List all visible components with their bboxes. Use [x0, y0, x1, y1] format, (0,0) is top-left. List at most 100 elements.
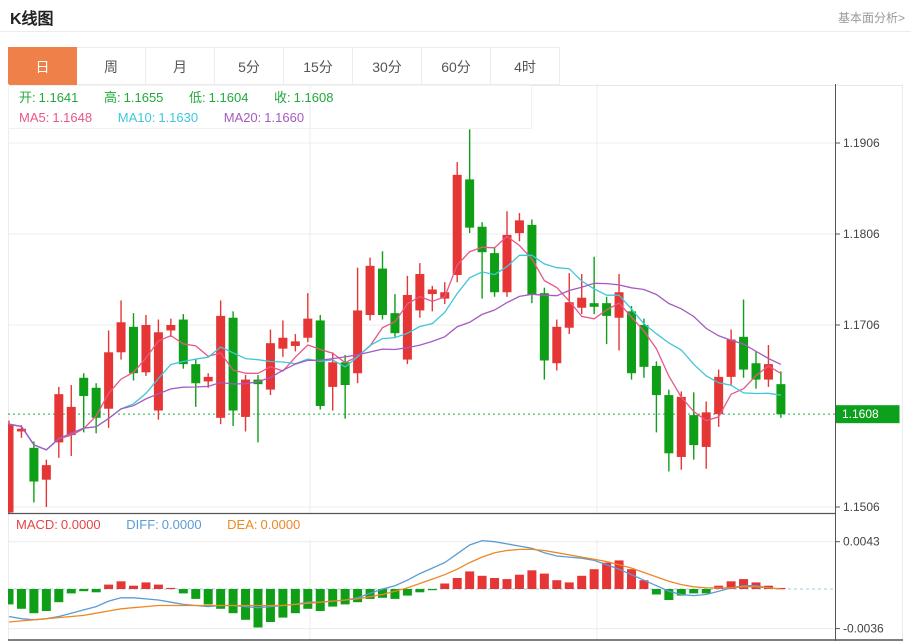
candle-body: [290, 341, 300, 346]
candle-body: [8, 424, 14, 513]
macd-bar: [676, 589, 686, 596]
open-label: 开:: [19, 90, 36, 105]
candle-body: [315, 320, 325, 406]
price-tick-label: 1.1506: [843, 500, 880, 514]
macd-bar: [66, 589, 76, 594]
candle-body: [129, 326, 138, 374]
macd-bar: [278, 589, 288, 618]
macd-bar: [477, 575, 487, 589]
last-price-badge: [835, 405, 900, 424]
macd-bar: [726, 581, 736, 589]
ma20-line: [8, 282, 782, 451]
candle-body: [390, 313, 400, 334]
macd-bar: [153, 584, 163, 589]
candle-body: [701, 412, 711, 447]
macd-bar: [664, 589, 674, 600]
macd-bar: [402, 589, 412, 596]
macd-bar: [328, 589, 338, 607]
page-title: K线图: [10, 11, 54, 28]
candle-body: [726, 339, 736, 377]
candle-body: [79, 377, 89, 396]
macd-bar: [228, 589, 238, 614]
close-label: 收:: [274, 90, 291, 105]
tab-15min[interactable]: 15分: [284, 47, 353, 85]
macd-bar: [440, 583, 450, 589]
candle-body: [29, 447, 39, 482]
candle-body: [452, 174, 462, 275]
candle-body: [166, 325, 176, 331]
tab-5min[interactable]: 5分: [215, 47, 284, 85]
macd-bar: [651, 589, 661, 595]
candle-body: [676, 396, 686, 457]
candles-group[interactable]: [8, 129, 786, 516]
tab-week[interactable]: 周: [77, 47, 146, 85]
diff-value: 0.0000: [161, 517, 202, 532]
candle-body: [539, 293, 549, 361]
macd-bar: [54, 589, 64, 603]
macd-histogram[interactable]: [8, 560, 786, 628]
macd-bar: [614, 560, 624, 589]
candle-body: [116, 322, 126, 353]
candle-body: [216, 315, 226, 418]
macd-bar: [191, 589, 201, 599]
macd-bar: [689, 589, 699, 594]
tab-month[interactable]: 月: [146, 47, 215, 85]
candle-body: [228, 317, 238, 411]
macd-bar: [340, 589, 350, 605]
candle-body: [91, 387, 101, 418]
macd-bar: [739, 579, 749, 589]
candle-body: [278, 337, 288, 349]
candle-body: [639, 325, 649, 367]
diff-line: [8, 539, 781, 621]
candle-body: [614, 292, 624, 318]
macd-bar: [701, 589, 711, 594]
open-value: 1.1641: [38, 90, 79, 105]
macd-bar: [116, 581, 126, 589]
candle-body: [564, 302, 574, 328]
candle-body: [191, 364, 201, 384]
tab-30min[interactable]: 30分: [353, 47, 422, 85]
fundamental-analysis-link[interactable]: 基本面分析>: [837, 11, 905, 25]
tab-4hour[interactable]: 4时: [491, 47, 560, 85]
high-value: 1.1655: [123, 90, 164, 105]
candle-body: [502, 234, 512, 293]
macd-bar: [490, 578, 500, 589]
macd-bar: [415, 589, 425, 593]
candle-body: [714, 376, 724, 415]
macd-bar: [8, 589, 14, 605]
price-tick-label: 1.1806: [843, 227, 880, 241]
candle-body: [41, 465, 51, 480]
macd-bar: [390, 589, 400, 599]
low-value: 1.1604: [208, 90, 249, 105]
header-divider: [0, 31, 911, 32]
macd-bar: [315, 589, 325, 611]
candle-body: [664, 395, 674, 454]
macd-bar: [427, 589, 437, 591]
tab-day[interactable]: 日: [8, 47, 77, 85]
macd-bar: [639, 580, 649, 589]
candle-body: [54, 394, 64, 443]
macd-bar: [290, 589, 300, 614]
candle-body: [328, 362, 338, 387]
candle-body: [66, 406, 76, 436]
kline-chart[interactable]: 1.1906 1.1806 1.1706 1.1506 1.1608 0.0043 -0.0…: [8, 84, 905, 644]
dea-value: 0.0000: [260, 517, 301, 532]
macd-bar: [627, 569, 636, 589]
ma10-line: [8, 254, 781, 451]
interval-tabs: 日 周 月 5分 15分 30分 60分 4时: [8, 47, 903, 86]
macd-readout: MACD: 0.0000 DIFF: 0.0000 DEA: 0.0000: [16, 517, 322, 532]
tab-60min[interactable]: 60分: [422, 47, 491, 85]
ma-lines-group: [8, 235, 782, 451]
candle-body: [402, 294, 412, 360]
dea-label: DEA:: [227, 517, 258, 532]
candle-body: [203, 376, 213, 382]
candle-body: [415, 274, 425, 311]
candle-body: [651, 365, 661, 396]
candle-body: [514, 220, 524, 234]
macd-tick-label: 0.0043: [843, 535, 880, 549]
candle-body: [776, 384, 786, 415]
macd-bar: [141, 582, 151, 589]
candle-body: [763, 364, 773, 380]
macd-bar: [465, 571, 475, 589]
macd-bar: [166, 587, 176, 590]
